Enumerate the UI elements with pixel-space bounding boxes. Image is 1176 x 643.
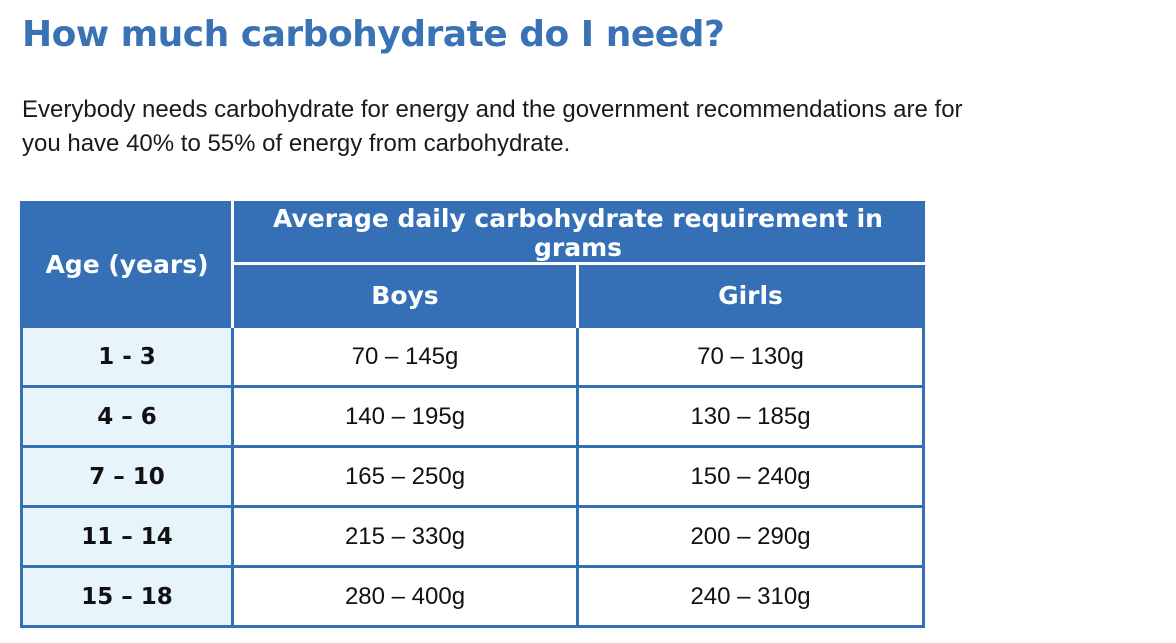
header-requirement-group: Average daily carbohydrate requirement i… bbox=[232, 202, 924, 265]
girls-cell: 200 – 290g bbox=[575, 505, 926, 568]
boys-cell: 70 – 145g bbox=[231, 325, 579, 388]
girls-cell: 130 – 185g bbox=[575, 385, 926, 448]
age-cell: 15 – 18 bbox=[20, 565, 234, 628]
table-body: 1 - 3 70 – 145g 70 – 130g 4 – 6 140 – 19… bbox=[20, 325, 926, 628]
age-cell: 1 - 3 bbox=[20, 325, 234, 388]
table-row: 15 – 18 280 – 400g 240 – 310g bbox=[20, 565, 926, 628]
girls-cell: 150 – 240g bbox=[575, 445, 926, 508]
carbohydrate-requirements-table: Age (years) Average daily carbohydrate r… bbox=[20, 201, 926, 628]
age-cell: 7 – 10 bbox=[20, 445, 234, 508]
table-row: 11 – 14 215 – 330g 200 – 290g bbox=[20, 505, 926, 568]
boys-cell: 140 – 195g bbox=[231, 385, 579, 448]
girls-cell: 240 – 310g bbox=[575, 565, 926, 628]
header-girls: Girls bbox=[577, 263, 924, 327]
boys-cell: 280 – 400g bbox=[231, 565, 579, 628]
table-header: Age (years) Average daily carbohydrate r… bbox=[21, 202, 924, 327]
intro-line-2: you have 40% to 55% of energy from carbo… bbox=[22, 130, 571, 157]
table-row: 1 - 3 70 – 145g 70 – 130g bbox=[20, 325, 926, 388]
intro-paragraph: Everybody needs carbohydrate for energy … bbox=[22, 93, 1176, 161]
table-row: 7 – 10 165 – 250g 150 – 240g bbox=[20, 445, 926, 508]
page-title: How much carbohydrate do I need? bbox=[22, 14, 725, 55]
header-age: Age (years) bbox=[21, 202, 234, 327]
header-boys: Boys bbox=[232, 263, 579, 327]
boys-cell: 215 – 330g bbox=[231, 505, 579, 568]
intro-line-1: Everybody needs carbohydrate for energy … bbox=[22, 96, 963, 123]
age-cell: 11 – 14 bbox=[20, 505, 234, 568]
boys-cell: 165 – 250g bbox=[231, 445, 579, 508]
girls-cell: 70 – 130g bbox=[575, 325, 926, 388]
table-row: 4 – 6 140 – 195g 130 – 185g bbox=[20, 385, 926, 448]
age-cell: 4 – 6 bbox=[20, 385, 234, 448]
